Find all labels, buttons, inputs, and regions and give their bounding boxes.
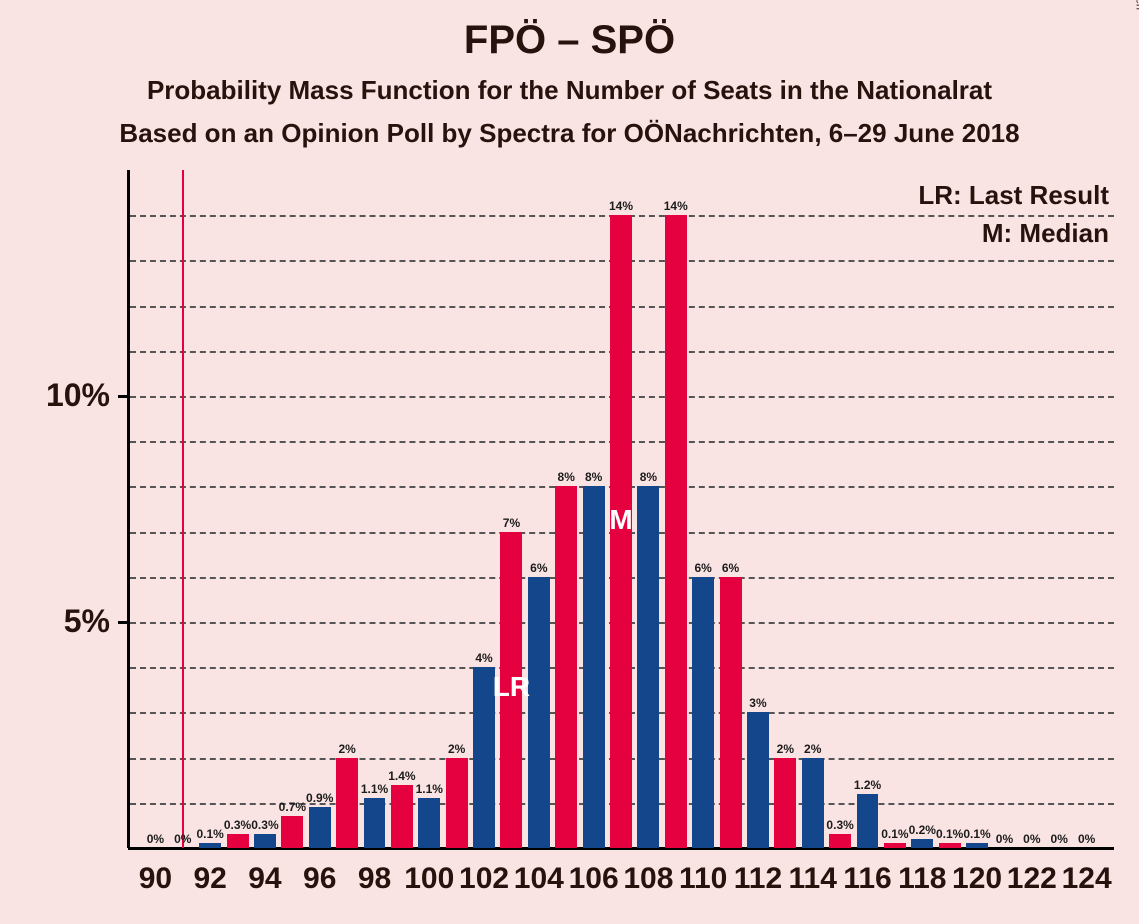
x-tick-label: 102: [459, 862, 509, 896]
bar-value-label: 0%: [1078, 832, 1095, 846]
y-tick-mark: [118, 621, 128, 624]
x-tick-label: 108: [623, 862, 673, 896]
bar: [637, 486, 659, 848]
x-tick-label: 92: [193, 862, 226, 896]
median-marker: M: [609, 504, 632, 536]
bar: [802, 758, 824, 848]
bar-value-label: 0.1%: [936, 827, 963, 841]
x-tick-label: 112: [734, 862, 782, 896]
bar: [391, 785, 413, 848]
bar-value-label: 3%: [749, 696, 766, 710]
x-tick-label: 94: [248, 862, 281, 896]
bar: [884, 843, 906, 848]
bar-value-label: 0.3%: [826, 818, 853, 832]
bar-value-label: 2%: [338, 742, 355, 756]
bar: [364, 798, 386, 848]
x-tick-label: 90: [139, 862, 172, 896]
x-tick-label: 100: [404, 862, 454, 896]
bar-value-label: 1.2%: [854, 778, 881, 792]
bar: [857, 794, 879, 848]
bar: [966, 843, 988, 848]
bar: [692, 577, 714, 848]
bar: [720, 577, 742, 848]
bar-value-label: 0%: [174, 832, 191, 846]
bar: [665, 215, 687, 848]
chart-title: FPÖ – SPÖ: [0, 18, 1139, 63]
y-tick-label: 5%: [0, 603, 110, 640]
x-tick-label: 110: [679, 862, 727, 896]
lr-marker: LR: [493, 671, 530, 703]
x-tick-label: 98: [358, 862, 391, 896]
legend-item: LR: Last Result: [918, 180, 1109, 211]
bar-value-label: 8%: [558, 470, 575, 484]
chart-stage: FPÖ – SPÖ Probability Mass Function for t…: [0, 0, 1139, 924]
y-tick-label: 10%: [0, 377, 110, 414]
bar-value-label: 0.7%: [279, 800, 306, 814]
y-tick-mark: [118, 395, 128, 398]
bar-value-label: 0.1%: [963, 827, 990, 841]
x-tick-label: 118: [898, 862, 946, 896]
x-tick-label: 106: [569, 862, 619, 896]
y-axis-line: [127, 170, 130, 848]
legend-item: M: Median: [982, 218, 1109, 249]
bar-value-label: 1.4%: [388, 769, 415, 783]
bar: [911, 839, 933, 848]
bar: [747, 712, 769, 848]
bar-value-label: 14%: [664, 199, 688, 213]
bar-value-label: 2%: [804, 742, 821, 756]
bar-value-label: 0%: [1051, 832, 1068, 846]
bar-value-label: 0.2%: [909, 823, 936, 837]
x-tick-label: 122: [1007, 862, 1057, 896]
bar-value-label: 0%: [1023, 832, 1040, 846]
bar-value-label: 0.3%: [251, 818, 278, 832]
x-tick-label: 124: [1062, 862, 1112, 896]
bar: [528, 577, 550, 848]
bar-value-label: 8%: [640, 470, 657, 484]
bar: [199, 843, 221, 848]
bar: [774, 758, 796, 848]
bar-value-label: 0.1%: [196, 827, 223, 841]
bar-value-label: 4%: [475, 651, 492, 665]
bar-value-label: 6%: [694, 561, 711, 575]
bar-value-label: 2%: [448, 742, 465, 756]
bar: [418, 798, 440, 848]
x-tick-label: 116: [843, 862, 891, 896]
bar: [555, 486, 577, 848]
bar-value-label: 8%: [585, 470, 602, 484]
bar: [583, 486, 605, 848]
bar-value-label: 0.3%: [224, 818, 251, 832]
x-tick-label: 120: [952, 862, 1002, 896]
bar: [227, 834, 249, 848]
bar-value-label: 6%: [530, 561, 547, 575]
last-result-line: [182, 170, 184, 848]
bar: [473, 667, 495, 848]
bar-value-label: 0.9%: [306, 791, 333, 805]
bar-value-label: 0.1%: [881, 827, 908, 841]
bar: [939, 843, 961, 848]
bar-value-label: 14%: [609, 199, 633, 213]
bar-value-label: 0%: [996, 832, 1013, 846]
x-tick-label: 114: [789, 862, 837, 896]
bar: [281, 816, 303, 848]
bar: [336, 758, 358, 848]
bar: [829, 834, 851, 848]
copyright-text: © 2019 Filip van Laenen: [1133, 0, 1139, 10]
bar-value-label: 1.1%: [416, 782, 443, 796]
chart-subtitle-2: Based on an Opinion Poll by Spectra for …: [0, 118, 1139, 149]
x-tick-label: 96: [303, 862, 336, 896]
bar: [446, 758, 468, 848]
bar-value-label: 6%: [722, 561, 739, 575]
bar: [309, 807, 331, 848]
bar-value-label: 2%: [777, 742, 794, 756]
x-tick-label: 104: [514, 862, 564, 896]
bar-value-label: 0%: [147, 832, 164, 846]
chart-subtitle-1: Probability Mass Function for the Number…: [0, 75, 1139, 106]
bar-value-label: 1.1%: [361, 782, 388, 796]
bar-value-label: 7%: [503, 516, 520, 530]
bar: [254, 834, 276, 848]
